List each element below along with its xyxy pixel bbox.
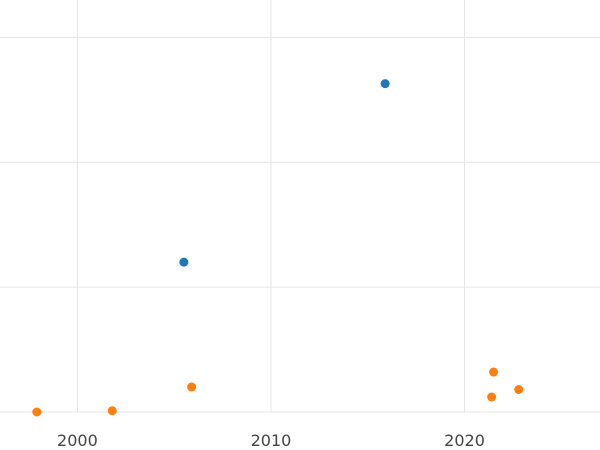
point-series-1-2 (380, 79, 390, 89)
point-series-2-6 (514, 385, 524, 395)
grid (0, 0, 600, 413)
data-points (32, 79, 524, 417)
point-series-2-4 (487, 392, 497, 402)
point-series-2-3 (187, 382, 197, 392)
point-series-2-5 (489, 367, 499, 377)
x-tick-label-2000: 2000 (57, 431, 98, 450)
point-series-2-2 (107, 406, 117, 416)
point-series-2-1 (32, 407, 42, 417)
x-tick-label-2020: 2020 (444, 431, 485, 450)
x-tick-label-2010: 2010 (251, 431, 292, 450)
point-series-1-1 (179, 257, 189, 267)
x-axis-tick-labels: 2000 2010 2020 (57, 431, 485, 450)
